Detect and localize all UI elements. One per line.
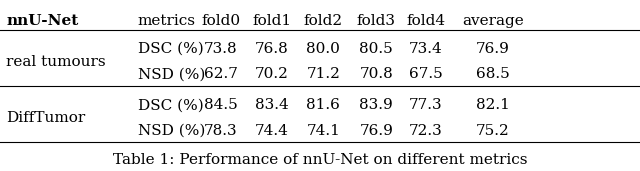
Text: average: average <box>462 14 524 28</box>
Text: DSC (%): DSC (%) <box>138 98 204 112</box>
Text: fold3: fold3 <box>357 14 396 28</box>
Text: 73.4: 73.4 <box>409 42 442 56</box>
Text: 70.8: 70.8 <box>360 67 393 81</box>
Text: 83.9: 83.9 <box>360 98 393 112</box>
Text: 74.1: 74.1 <box>307 124 340 138</box>
Text: 82.1: 82.1 <box>476 98 509 112</box>
Text: 76.9: 76.9 <box>476 42 509 56</box>
Text: NSD (%): NSD (%) <box>138 67 205 81</box>
Text: 77.3: 77.3 <box>409 98 442 112</box>
Text: DSC (%): DSC (%) <box>138 42 204 56</box>
Text: fold4: fold4 <box>406 14 445 28</box>
Text: 72.3: 72.3 <box>409 124 442 138</box>
Text: 80.0: 80.0 <box>307 42 340 56</box>
Text: Table 1: Performance of nnU-Net on different metrics: Table 1: Performance of nnU-Net on diffe… <box>113 153 527 167</box>
Text: 75.2: 75.2 <box>476 124 509 138</box>
Text: 78.3: 78.3 <box>204 124 237 138</box>
Text: 80.5: 80.5 <box>360 42 393 56</box>
Text: 83.4: 83.4 <box>255 98 289 112</box>
Text: 76.8: 76.8 <box>255 42 289 56</box>
Text: 76.9: 76.9 <box>360 124 393 138</box>
Text: real tumours: real tumours <box>6 55 106 69</box>
Text: metrics: metrics <box>138 14 196 28</box>
Text: 70.2: 70.2 <box>255 67 289 81</box>
Text: nnU-Net: nnU-Net <box>6 14 79 28</box>
Text: 71.2: 71.2 <box>307 67 340 81</box>
Text: 74.4: 74.4 <box>255 124 289 138</box>
Text: fold2: fold2 <box>303 14 343 28</box>
Text: NSD (%): NSD (%) <box>138 124 205 138</box>
Text: 73.8: 73.8 <box>204 42 237 56</box>
Text: 62.7: 62.7 <box>204 67 237 81</box>
Text: 84.5: 84.5 <box>204 98 237 112</box>
Text: DiffTumor: DiffTumor <box>6 111 86 125</box>
Text: fold0: fold0 <box>201 14 241 28</box>
Text: 68.5: 68.5 <box>476 67 509 81</box>
Text: fold1: fold1 <box>252 14 292 28</box>
Text: 81.6: 81.6 <box>307 98 340 112</box>
Text: 67.5: 67.5 <box>409 67 442 81</box>
